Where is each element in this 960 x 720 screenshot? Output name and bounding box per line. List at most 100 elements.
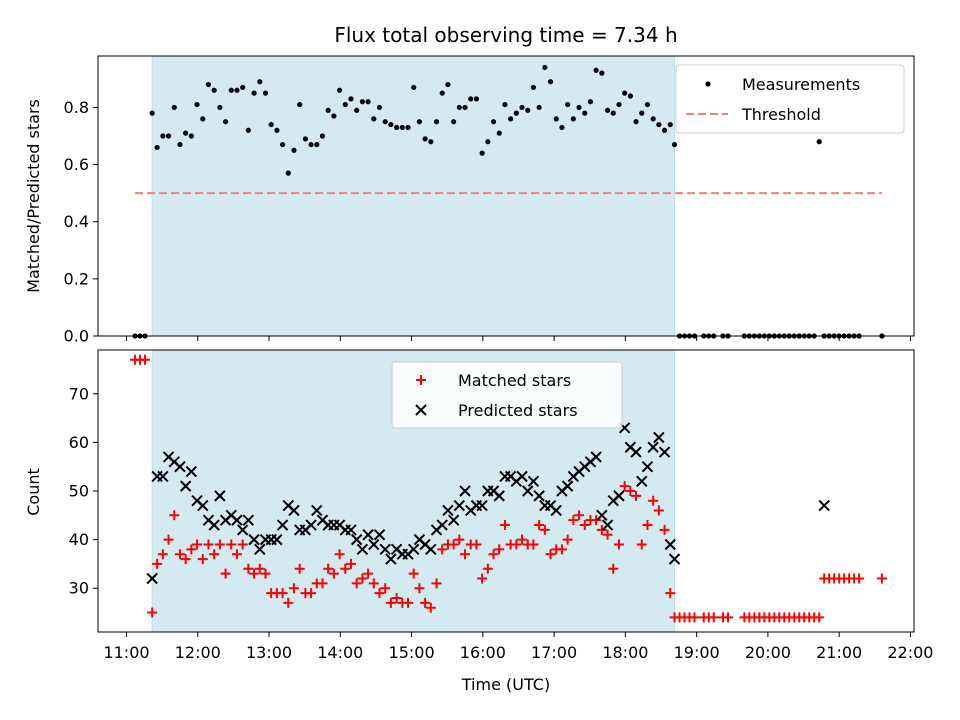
bottom-panel: 30 40 50 60 70 11:00 12:00 13:00 14:00 15:00 16:00… [69,349,933,662]
predicted-star-point [146,572,158,585]
legend-matched-marker [416,375,426,385]
matched-star-point [180,554,191,565]
measurement-point [599,70,605,76]
predicted-star-point [550,504,562,517]
matched-star-point [488,549,499,560]
measurement-point [319,133,326,139]
matched-star-point [226,539,237,550]
matched-star-point [482,563,493,574]
predicted-star-point [248,533,260,546]
chart-title: Flux total observing time = 7.34 h [334,23,677,47]
x-tick-label: 21:00 [816,643,862,662]
measurement-point [234,87,240,93]
matched-star-point [317,578,328,589]
measurement-point [816,139,822,145]
predicted-star-point [408,543,420,556]
predicted-star-point [236,524,249,536]
matched-star-point [854,573,865,584]
measurement-point [336,87,343,93]
matched-star-point [448,539,459,550]
matched-star-point [420,597,431,608]
matched-star-point [591,515,602,526]
predicted-star-point [179,480,192,492]
measurement-point [468,96,474,102]
predicted-star-point [641,460,654,473]
predicted-star-point [425,543,437,556]
predicted-star-point [442,504,454,517]
measurement-point [519,104,525,111]
measurement-point [177,141,183,148]
matched-star-point [460,549,471,560]
measurement-point [582,110,588,116]
matched-star-point [613,539,624,550]
measurement-point [462,104,468,111]
predicted-star-point [311,504,323,517]
predicted-star-point [276,519,289,531]
predicted-star-point [362,529,374,541]
measurement-point [171,104,177,111]
matched-star-point [186,544,197,555]
legend-measurements-marker [705,81,711,87]
measurement-point [251,90,257,96]
top-y-tick-label: 0.4 [64,212,89,231]
predicted-star-point [516,470,528,483]
measurement-point [671,141,678,148]
measurement-point [553,116,559,122]
predicted-star-point [379,543,391,556]
measurement-point [325,107,331,113]
measurement-point [530,84,537,91]
matched-star-point [528,539,539,550]
bottom-legend-box [391,361,623,429]
matched-star-point [380,583,391,594]
predicted-star-point [453,499,466,512]
predicted-star-point [288,504,300,517]
predicted-star-point [368,538,380,551]
legend-matched-label: Matched stars [458,371,571,390]
matched-star-point [403,597,414,608]
matched-star-point [277,588,288,599]
matched-star-point [152,558,163,569]
predicted-star-point [561,480,574,492]
matched-star-point [665,588,676,599]
x-tick-label: 20:00 [745,643,791,662]
measurement-point [416,119,423,125]
measurement-point [359,99,365,105]
x-tick-label: 12:00 [175,643,221,662]
measurement-point [222,119,229,125]
measurement-point [661,127,668,133]
matched-star-point [391,592,402,603]
measurement-point [593,67,599,73]
matched-star-point [477,573,488,584]
predicted-star-point [590,451,602,463]
measurement-point [433,119,440,125]
measurement-point [160,133,166,139]
matched-star-point [237,539,248,550]
measurement-point [650,116,656,122]
matched-star-point [368,578,379,589]
predicted-star-point [242,514,255,526]
measurement-point [587,99,594,105]
measurement-point [302,136,308,142]
legend-predicted-label: Predicted stars [458,401,578,420]
measurement-point [365,99,371,105]
matched-star-point [340,563,351,574]
predicted-star-point [613,490,625,502]
matched-star-point [408,568,419,579]
measurement-point [165,133,172,139]
predicted-star-point [345,524,357,536]
predicted-star-point [533,490,545,502]
matched-star-point [214,539,225,550]
measurement-point [559,124,565,131]
matched-star-point [328,568,339,579]
predicted-star-point [231,514,243,526]
measurement-point [570,116,576,122]
matched-star-point [511,539,522,550]
measurement-point [279,141,286,148]
measurement-point [656,121,662,128]
matched-star-point [602,529,613,540]
measurement-point [183,130,189,136]
measurement-point [217,104,223,111]
measurement-point [154,144,160,151]
measurement-point [445,81,451,88]
bottom-y-axis-label: Count [24,468,43,516]
